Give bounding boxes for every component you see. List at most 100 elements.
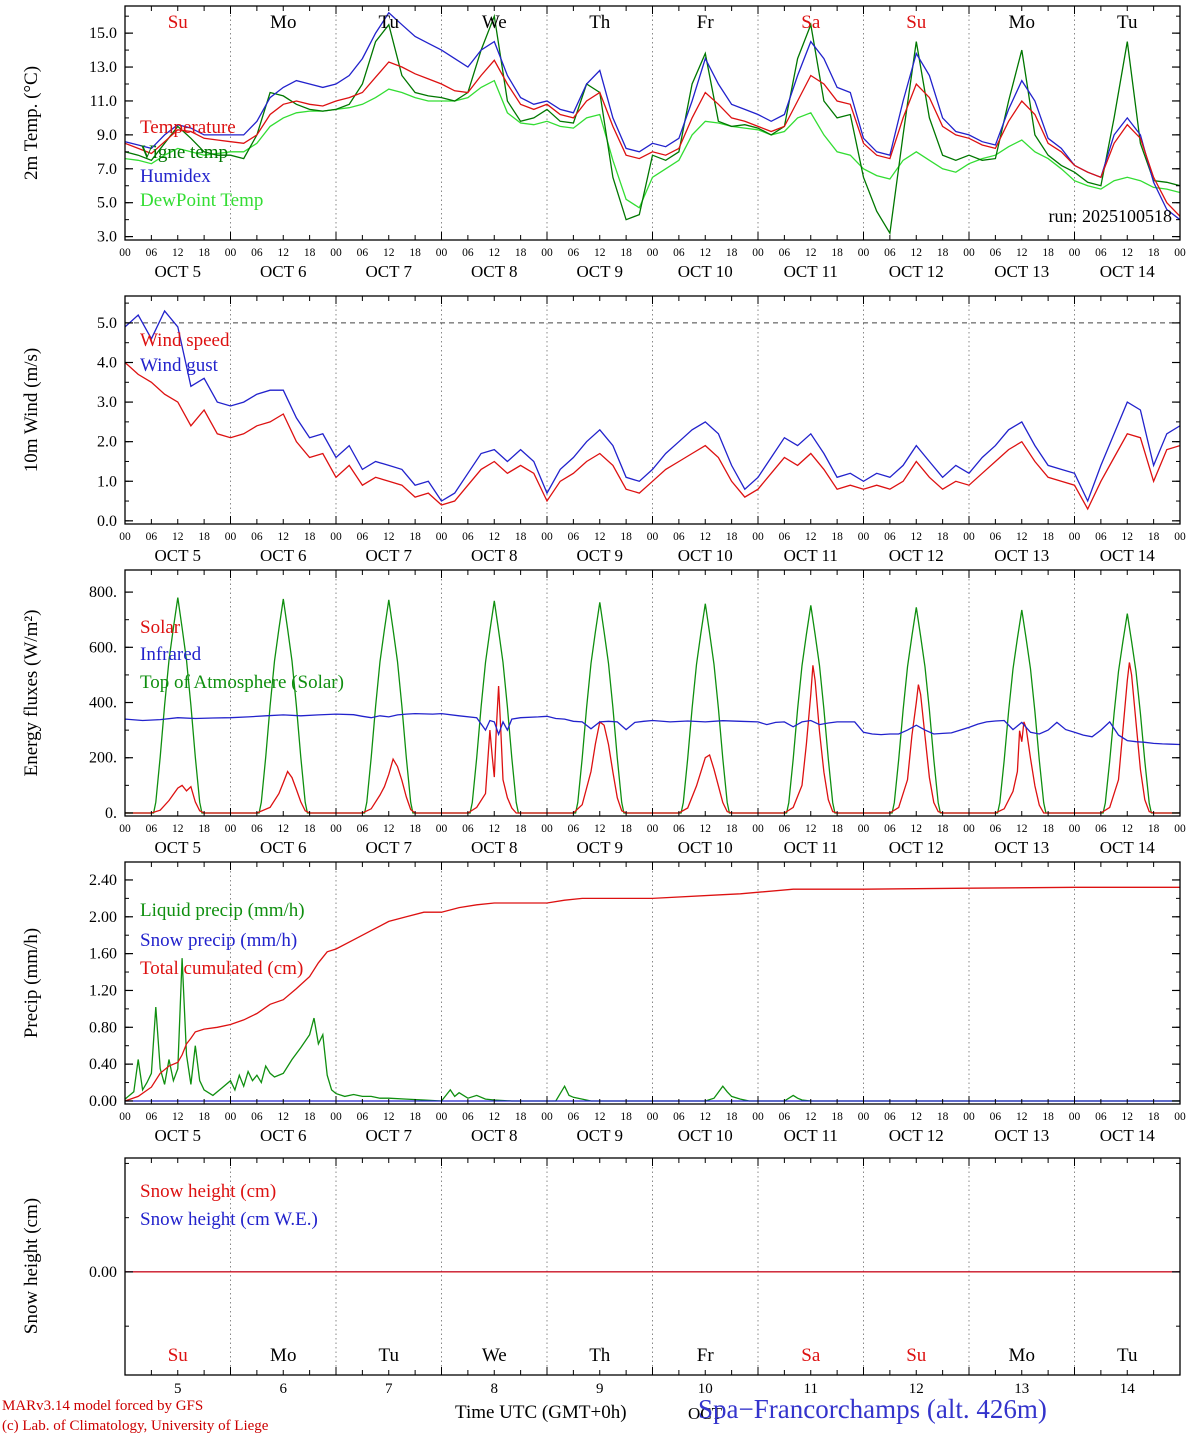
x-hour-label: 00: [1174, 1111, 1186, 1123]
x-hour-label: 18: [198, 247, 210, 259]
y-axis-title-precip: Precip (mm/h): [21, 927, 42, 1039]
x-hour-label: 06: [462, 247, 474, 259]
x-day-label: OCT 13: [994, 1126, 1049, 1145]
x-hour-label: 00: [963, 247, 975, 259]
weekday-label-top: Fr: [697, 12, 715, 33]
y-axis-title-snow: Snow height (cm): [21, 1197, 42, 1335]
x-hour-label: 00: [858, 531, 870, 543]
x-day-number: 8: [491, 1381, 499, 1397]
x-hour-label: 00: [752, 1111, 764, 1123]
weekday-label-bottom: Tu: [379, 1345, 400, 1366]
x-axis-month-label: OCT: [688, 1404, 722, 1423]
x-hour-label: 18: [304, 247, 316, 259]
x-hour-label: 00: [1069, 823, 1081, 835]
x-day-label: OCT 7: [366, 1126, 413, 1145]
legend-dewpoint: DewPoint Temp: [140, 190, 264, 211]
x-hour-label: 18: [831, 531, 843, 543]
x-hour-label: 18: [198, 823, 210, 835]
x-day-label: OCT 14: [1100, 838, 1155, 857]
x-hour-label: 06: [779, 1111, 791, 1123]
x-hour-label: 00: [963, 1111, 975, 1123]
weekday-label-bottom: Tu: [1117, 1345, 1138, 1366]
legend-solar: Solar: [140, 617, 181, 638]
x-day-number: 5: [174, 1381, 182, 1397]
y-axis-title-temperature: 2m Temp. (°C): [21, 65, 42, 181]
x-hour-label: 18: [831, 247, 843, 259]
x-day-label: OCT 14: [1100, 262, 1155, 281]
x-hour-label: 18: [515, 247, 527, 259]
legend-wind-speed: Wind speed: [140, 330, 230, 351]
x-day-number: 10: [698, 1381, 713, 1397]
legend-wind-gust: Wind gust: [140, 355, 218, 376]
panel-energy: 800.600.400.200.0.00 06 12 18 00 06 12 18 00 06 12…: [89, 569, 1186, 857]
x-hour-label: 06: [357, 823, 369, 835]
x-hour-label: 00: [119, 531, 131, 543]
x-hour-label: 18: [726, 247, 738, 259]
x-hour-label: 18: [198, 1111, 210, 1123]
station-title: Spa−Francorchamps (alt. 426m): [698, 1394, 1047, 1424]
x-hour-label: 18: [831, 823, 843, 835]
y-tick-label: 1.60: [89, 946, 117, 963]
x-hour-label: 12: [1122, 1111, 1134, 1123]
x-hour-label: 18: [726, 531, 738, 543]
x-hour-label: 00: [963, 823, 975, 835]
x-hour-label: 12: [594, 531, 606, 543]
x-hour-label: 00: [752, 247, 764, 259]
legend-vigne-temp: Vigne temp: [140, 142, 229, 163]
x-hour-label: 18: [515, 531, 527, 543]
x-hour-label: 18: [937, 823, 949, 835]
x-hour-label: 00: [647, 531, 659, 543]
x-hour-label: 12: [1016, 1111, 1028, 1123]
x-hour-label: 00: [1174, 247, 1186, 259]
x-hour-label: 18: [831, 1111, 843, 1123]
x-hour-label: 00: [436, 823, 448, 835]
x-hour-label: 06: [568, 823, 580, 835]
legend-total-cumulated: Total cumulated (cm): [140, 958, 304, 979]
x-hour-label: 06: [568, 531, 580, 543]
x-hour-label: 00: [647, 247, 659, 259]
x-hour-label: 12: [594, 247, 606, 259]
x-hour-label: 12: [383, 1111, 395, 1123]
x-hour-label: 12: [172, 531, 184, 543]
x-hour-label: 12: [1122, 531, 1134, 543]
x-hour-label: 06: [673, 823, 685, 835]
x-hour-label: 18: [1042, 531, 1054, 543]
x-hour-label: 00: [436, 247, 448, 259]
x-hour-label: 00: [1069, 1111, 1081, 1123]
x-day-number: 14: [1120, 1381, 1136, 1397]
x-hour-label: 00: [1174, 531, 1186, 543]
x-day-label: OCT 7: [366, 838, 413, 857]
x-hour-label: 00: [541, 531, 553, 543]
series-Temperature: [125, 59, 1180, 217]
weekday-label-bottom: Su: [168, 1345, 189, 1366]
x-day-label: OCT 13: [994, 546, 1049, 565]
x-hour-label: 06: [251, 823, 263, 835]
x-day-label: OCT 13: [994, 838, 1049, 857]
weekday-label-top: Su: [906, 12, 927, 33]
series-Wind gust: [125, 309, 1180, 503]
x-hour-label: 12: [383, 247, 395, 259]
x-day-label: OCT 7: [366, 262, 413, 281]
x-hour-label: 00: [436, 1111, 448, 1123]
weekday-label-top: We: [482, 12, 507, 33]
y-tick-label: 15.0: [89, 25, 117, 42]
x-hour-label: 12: [383, 531, 395, 543]
x-hour-label: 18: [409, 1111, 421, 1123]
x-hour-label: 06: [146, 531, 158, 543]
x-day-label: OCT 6: [260, 262, 306, 281]
x-hour-label: 06: [779, 823, 791, 835]
y-tick-label: 1.0: [97, 473, 117, 490]
x-hour-label: 12: [489, 531, 501, 543]
x-hour-label: 06: [251, 1111, 263, 1123]
x-hour-label: 06: [1095, 823, 1107, 835]
y-tick-label: 3.0: [97, 394, 117, 411]
weekday-label-top: Th: [589, 12, 611, 33]
x-hour-label: 12: [700, 247, 712, 259]
x-hour-label: 18: [304, 1111, 316, 1123]
x-hour-label: 12: [911, 247, 923, 259]
x-day-label: OCT 12: [889, 546, 944, 565]
y-tick-label: 0.00: [89, 1093, 117, 1110]
x-hour-label: 00: [225, 823, 237, 835]
x-hour-label: 00: [330, 247, 342, 259]
